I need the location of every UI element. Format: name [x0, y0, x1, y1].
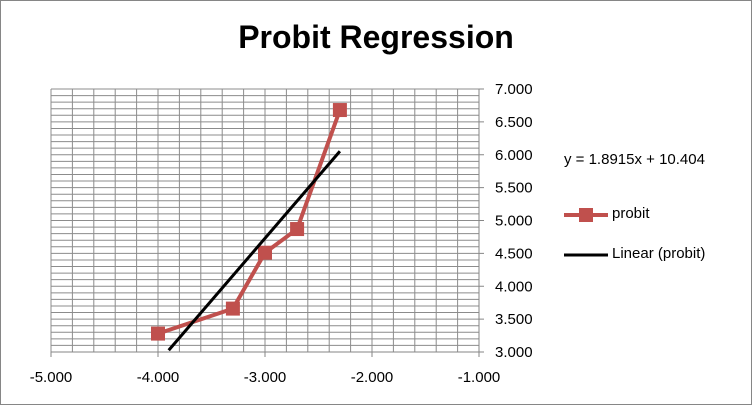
trendline-equation: y = 1.8915x + 10.404 [564, 151, 705, 168]
chart-title: Probit Regression [238, 19, 514, 55]
legend-label-probit: probit [612, 205, 650, 222]
data-point-probit [258, 245, 272, 260]
y-tick-label: 3.500 [495, 311, 533, 328]
y-tick-label: 6.000 [495, 147, 533, 164]
data-point-probit [332, 103, 347, 118]
y-tick-label: 7.000 [495, 81, 533, 98]
y-tick-label: 6.500 [495, 114, 533, 131]
x-tick-label: -2.000 [351, 369, 394, 386]
trendline [167, 150, 342, 352]
series-line-probit [157, 109, 342, 336]
y-tick-label: 5.000 [495, 213, 533, 230]
tick-labels: -5.000 -4.000 -3.000 -2.000 -1.000 3.000 3.500… [30, 81, 533, 386]
data-point-probit [151, 326, 165, 341]
legend-item-probit: probit [564, 204, 744, 226]
legend-marker-probit [564, 208, 608, 222]
legend-marker-linear [564, 253, 608, 257]
data-point-probit [225, 301, 240, 316]
x-tick-label: -4.000 [137, 369, 180, 386]
axes [50, 88, 484, 357]
legend-label-linear: Linear (probit) [612, 245, 706, 262]
x-tick-label: -5.000 [30, 369, 73, 386]
gridlines [50, 88, 480, 353]
legend-item-linear: Linear (probit) [564, 244, 752, 266]
y-tick-label: 4.500 [495, 245, 533, 262]
series-layer [151, 103, 347, 352]
y-tick-label: 5.500 [495, 180, 533, 197]
x-tick-label: -1.000 [458, 369, 501, 386]
y-tick-label: 4.000 [495, 278, 533, 295]
x-tick-label: -3.000 [244, 369, 287, 386]
y-tick-label: 3.000 [495, 344, 533, 361]
data-point-probit [290, 222, 305, 237]
